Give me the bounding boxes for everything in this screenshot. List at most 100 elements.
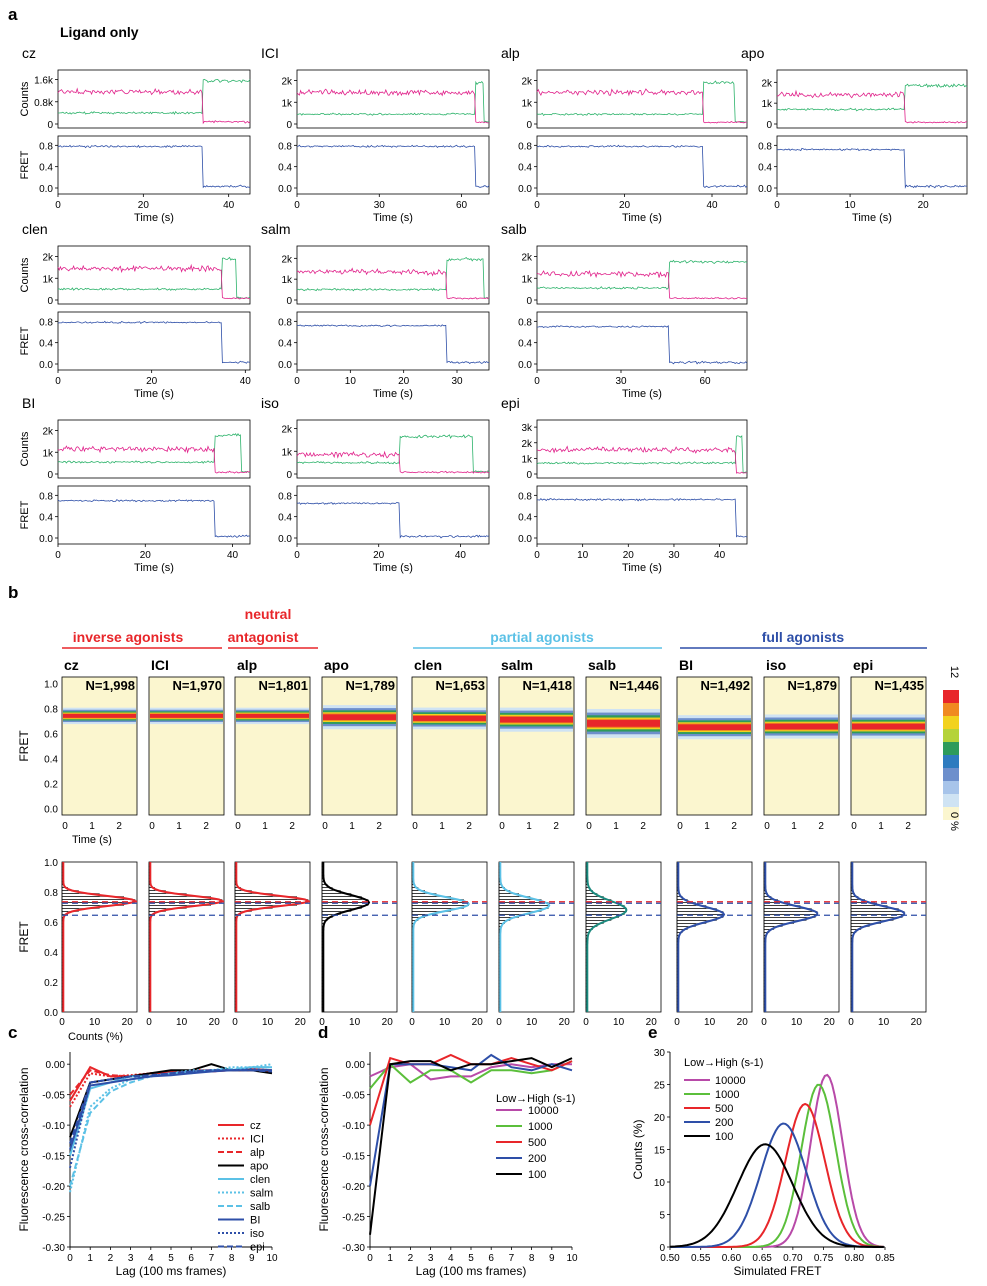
x-tick-label: 5: [168, 1253, 174, 1264]
time-axis-label: Time (s): [134, 562, 174, 574]
trace-panel-bi: BI Counts FRET 0 1k 2k 0.0 0.4 0.8 0 20 40 Time (s): [19, 395, 251, 574]
time-tick-label: 40: [227, 550, 239, 561]
panel-e-simulated-fret: 0 5 10 15 20 25 30 0.50 0.55 0.60 0.65 0.70 0.75 0.80…: [631, 1048, 895, 1278]
acceptor-trace: [296, 267, 490, 300]
x-tick-label: 7: [509, 1253, 515, 1264]
x-tick-label: 0.70: [783, 1253, 803, 1264]
fret-tick-label: 0.4: [518, 339, 532, 350]
fret-tick-label: 0.8: [518, 317, 532, 328]
count-tick-label: 2k: [761, 78, 773, 89]
fret-tick-label: 0.8: [278, 317, 292, 328]
donor-trace: [536, 80, 748, 123]
heatmap-background: [676, 676, 753, 816]
hist-x-tick: 10: [439, 1017, 451, 1028]
series-line-bi: [69, 1069, 272, 1150]
panel-letter-e: e: [648, 1023, 657, 1042]
heatmap-x-tick: 2: [640, 821, 646, 832]
hist-x-tick: 0: [409, 1017, 415, 1028]
ligand-name: ICI: [151, 657, 169, 673]
fret-trace: [296, 144, 490, 188]
heatmap-y-tick: 0.8: [44, 704, 58, 715]
histogram-fit: [677, 862, 726, 1012]
time-axis-label: Time (s): [622, 562, 662, 574]
fret-tick-label: 0.4: [278, 163, 292, 174]
x-tick-label: 6: [188, 1253, 194, 1264]
heatmap-background: [763, 676, 840, 816]
legend-label: 100: [528, 1169, 546, 1181]
fret-trace: [296, 324, 489, 365]
count-tick-label: 0: [286, 470, 292, 481]
heatmap-background: [850, 676, 927, 816]
x-tick-label: 7: [209, 1253, 215, 1264]
donor-trace: [536, 259, 748, 290]
fret-tick-label: 0.0: [758, 184, 772, 195]
histogram-fit: [499, 862, 551, 1012]
fret-tick-label: 0.4: [518, 513, 532, 524]
hist-x-tick: 10: [349, 1017, 361, 1028]
hist-x-tick: 0: [761, 1017, 767, 1028]
colorbar-segment: [943, 729, 959, 742]
x-tick-label: 9: [549, 1253, 555, 1264]
series-curve-200: [670, 1122, 884, 1248]
donor-trace: [57, 256, 251, 299]
time-tick-label: 30: [615, 376, 627, 387]
x-tick-label: 2: [108, 1253, 114, 1264]
heatmap-x-tick: 1: [89, 821, 95, 832]
fret-tick-label: 0.0: [278, 360, 292, 371]
x-tick-label: 5: [468, 1253, 474, 1264]
ligand-name: cz: [64, 657, 79, 673]
histogram-box: [234, 861, 311, 1013]
fret-axes-box: [57, 311, 251, 371]
trace-ligand-label: alp: [501, 45, 520, 61]
series-curve-1000: [670, 1083, 884, 1248]
panel-letter-b: b: [8, 583, 18, 602]
fret-tick-label: 0.4: [278, 513, 292, 524]
fret-tick-label: 0.8: [518, 141, 532, 152]
donor-trace: [536, 435, 747, 473]
time-tick-label: 20: [918, 200, 930, 211]
acceptor-trace: [296, 88, 489, 124]
legend-label: 10000: [528, 1105, 559, 1117]
time-tick-label: 0: [774, 200, 780, 211]
time-tick-label: 40: [455, 550, 467, 561]
count-tick-label: 1k: [42, 448, 54, 459]
count-tick-label: 2k: [521, 253, 533, 264]
series-line-salm: [69, 1063, 273, 1193]
trace-ligand-label: clen: [22, 221, 48, 237]
heatmap-x-tick: 0: [235, 821, 241, 832]
heatmap-x-tick: 2: [376, 821, 382, 832]
fret-tick-label: 0.0: [39, 360, 53, 371]
y-tick-label: 10: [654, 1178, 666, 1189]
fret-axes-box: [296, 311, 490, 371]
count-tick-label: 1k: [281, 447, 293, 458]
panel-d-simulated-cross-correlation: 0.00 -0.05 -0.10 -0.15 -0.20 -0.25 -0.300 1 2 3 4 5…: [317, 1052, 578, 1278]
time-tick-label: 20: [398, 376, 410, 387]
heatmap-n-label: N=1,789: [345, 678, 395, 693]
time-tick-label: 0: [55, 200, 61, 211]
series-line-salb: [69, 1066, 272, 1187]
time-tick-label: 30: [374, 200, 386, 211]
time-tick-label: 20: [146, 376, 158, 387]
heatmap-x-tick: 1: [439, 821, 445, 832]
trace-ligand-label: cz: [22, 45, 36, 61]
ligand-name: iso: [766, 657, 786, 673]
heatmap-x-tick: 1: [526, 821, 532, 832]
heatmap-y-tick: 0.6: [44, 729, 58, 740]
hist-x-tick: 10: [526, 1017, 538, 1028]
panel-b-heatmaps-histograms: inverse agonists neutral antagonist partial…: [17, 606, 960, 1043]
fret-tick-label: 0.4: [39, 339, 53, 350]
count-tick-label: 0: [47, 296, 53, 307]
colorbar-segment: [943, 742, 959, 755]
acceptor-trace: [776, 89, 968, 124]
y-axis-label: Fluorescence cross-correlation: [317, 1067, 331, 1231]
fret-tick-label: 0.8: [518, 491, 532, 502]
trace-ligand-label: epi: [501, 395, 520, 411]
trace-panel-salm: salm 0 1k 2k 0.0 0.4 0.8 0 10 20 30 Time (s): [261, 221, 490, 400]
time-tick-label: 30: [668, 550, 680, 561]
y-tick-label: 0.00: [46, 1060, 66, 1071]
trace-panel-alp: alp 0 1k 2k 0.0 0.4 0.8 0 20 40 Time (s): [501, 45, 748, 224]
count-tick-label: 0: [526, 470, 532, 481]
hist-x-tick: 10: [791, 1017, 803, 1028]
